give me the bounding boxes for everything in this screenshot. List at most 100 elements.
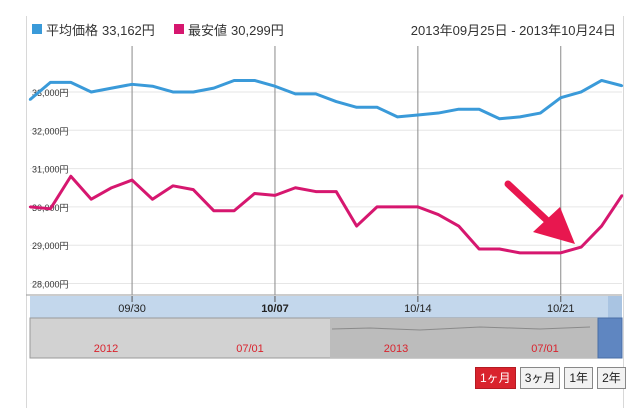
data-point-1: [498, 247, 501, 251]
data-point-0: [110, 86, 113, 90]
data-point-0: [90, 90, 93, 94]
x-axis-band-bg: [30, 296, 622, 318]
legend-lowest-value: 30,299円: [231, 22, 284, 38]
navigator-label: 2012: [94, 343, 118, 355]
data-point-1: [69, 175, 73, 178]
data-point-0: [518, 115, 522, 119]
data-point-1: [355, 224, 358, 228]
data-point-1: [314, 190, 317, 193]
data-point-1: [232, 209, 236, 212]
range-button-2[interactable]: 3ヶ月: [519, 367, 561, 389]
series-line-1: [29, 174, 624, 255]
navigator-label: 07/01: [236, 343, 264, 355]
data-point-1: [518, 251, 522, 255]
range-button-3[interactable]: 1年: [564, 367, 594, 389]
data-point-0: [294, 92, 297, 96]
data-point-0: [539, 111, 542, 115]
data-point-0: [620, 84, 624, 87]
data-point-1: [212, 209, 215, 212]
data-point-1: [375, 205, 379, 209]
data-point-1: [539, 251, 542, 255]
data-point-0: [375, 106, 379, 109]
data-point-0: [579, 90, 583, 94]
data-point-1: [294, 186, 297, 189]
y-tick-label: 33,000円: [32, 88, 69, 98]
data-point-0: [477, 108, 481, 111]
navigator-sparkline: [331, 326, 591, 331]
range-navigator[interactable]: 2012 07/01 2013 07/01: [29, 317, 623, 359]
data-point-0: [253, 79, 256, 82]
navigator-shaded-range: [330, 318, 598, 358]
legend-average-swatch: [32, 24, 42, 34]
data-point-0: [559, 96, 562, 99]
legend-average-label: 平均価格: [46, 22, 99, 38]
data-point-0: [28, 98, 32, 101]
data-point-0: [600, 79, 603, 82]
data-point-1: [600, 224, 603, 228]
data-point-0: [69, 81, 73, 84]
x-axis-band: 09/30 10/07 10/14 10/21: [30, 296, 622, 318]
data-point-1: [559, 251, 562, 255]
data-point-1: [273, 194, 277, 197]
data-point-1: [90, 198, 93, 201]
data-point-1: [110, 186, 113, 189]
data-point-0: [355, 106, 358, 109]
x-tick-label: 09/30: [118, 303, 146, 315]
y-tick-label: 29,000円: [32, 241, 69, 251]
data-point-0: [416, 113, 420, 117]
data-point-0: [130, 83, 134, 86]
data-point-1: [171, 184, 175, 188]
data-point-1: [28, 205, 32, 209]
data-point-0: [457, 108, 460, 111]
date-range-end: 2013年10月24日: [519, 23, 616, 38]
data-point-1: [192, 188, 195, 191]
y-tick-label: 28,000円: [32, 280, 69, 290]
legend-lowest[interactable]: 最安値 30,299円: [174, 20, 284, 38]
data-point-1: [620, 194, 624, 197]
data-point-0: [437, 111, 440, 115]
data-point-1: [457, 224, 460, 228]
x-tick-label: 10/21: [547, 303, 575, 315]
y-tick-label: 31,000円: [32, 165, 69, 175]
arrow-head: [533, 207, 575, 244]
data-point-1: [49, 207, 52, 211]
data-point-1: [396, 205, 399, 209]
date-range-start: 2013年09月25日: [410, 23, 508, 38]
data-point-1: [335, 190, 338, 193]
data-point-0: [396, 115, 399, 119]
legend-lowest-swatch: [174, 24, 184, 34]
data-point-0: [335, 100, 338, 103]
navigator-label: 07/01: [531, 343, 559, 355]
y-tick-label: 32,000円: [32, 126, 69, 136]
x-axis-band-end: [608, 296, 622, 318]
data-point-1: [437, 213, 440, 216]
data-point-0: [171, 90, 175, 94]
data-point-0: [314, 92, 317, 96]
legend-average[interactable]: 平均価格 33,162円: [32, 20, 155, 38]
data-point-0: [192, 90, 195, 94]
plot-area: 28,000円29,000円30,000円31,000円32,000円33,00…: [26, 46, 624, 296]
range-button-4[interactable]: 2年: [597, 367, 626, 389]
date-range: 2013年09月25日 - 2013年10月24日: [411, 20, 616, 39]
data-point-1: [579, 245, 583, 249]
x-tick-label: 10/07: [261, 303, 289, 315]
legend-average-value: 33,162円: [102, 22, 155, 38]
data-point-0: [273, 85, 277, 88]
data-point-1: [416, 205, 420, 209]
data-point-0: [151, 85, 154, 88]
navigator-label: 2013: [384, 343, 408, 355]
data-point-0: [49, 81, 52, 84]
range-button-1[interactable]: 1ヶ月: [475, 367, 516, 389]
date-range-separator: -: [507, 23, 520, 38]
navigator-selection-handle[interactable]: [597, 317, 623, 359]
data-point-1: [130, 178, 134, 182]
x-tick-label: 10/14: [404, 303, 432, 315]
legend-lowest-label: 最安値: [188, 22, 228, 38]
annotation-arrow: [504, 180, 575, 244]
series-line-0: [29, 78, 623, 121]
range-selector: 1ヶ月 3ヶ月 1年 2年: [475, 367, 626, 389]
data-point-0: [232, 79, 236, 82]
data-point-0: [498, 117, 501, 120]
data-point-1: [151, 198, 154, 201]
